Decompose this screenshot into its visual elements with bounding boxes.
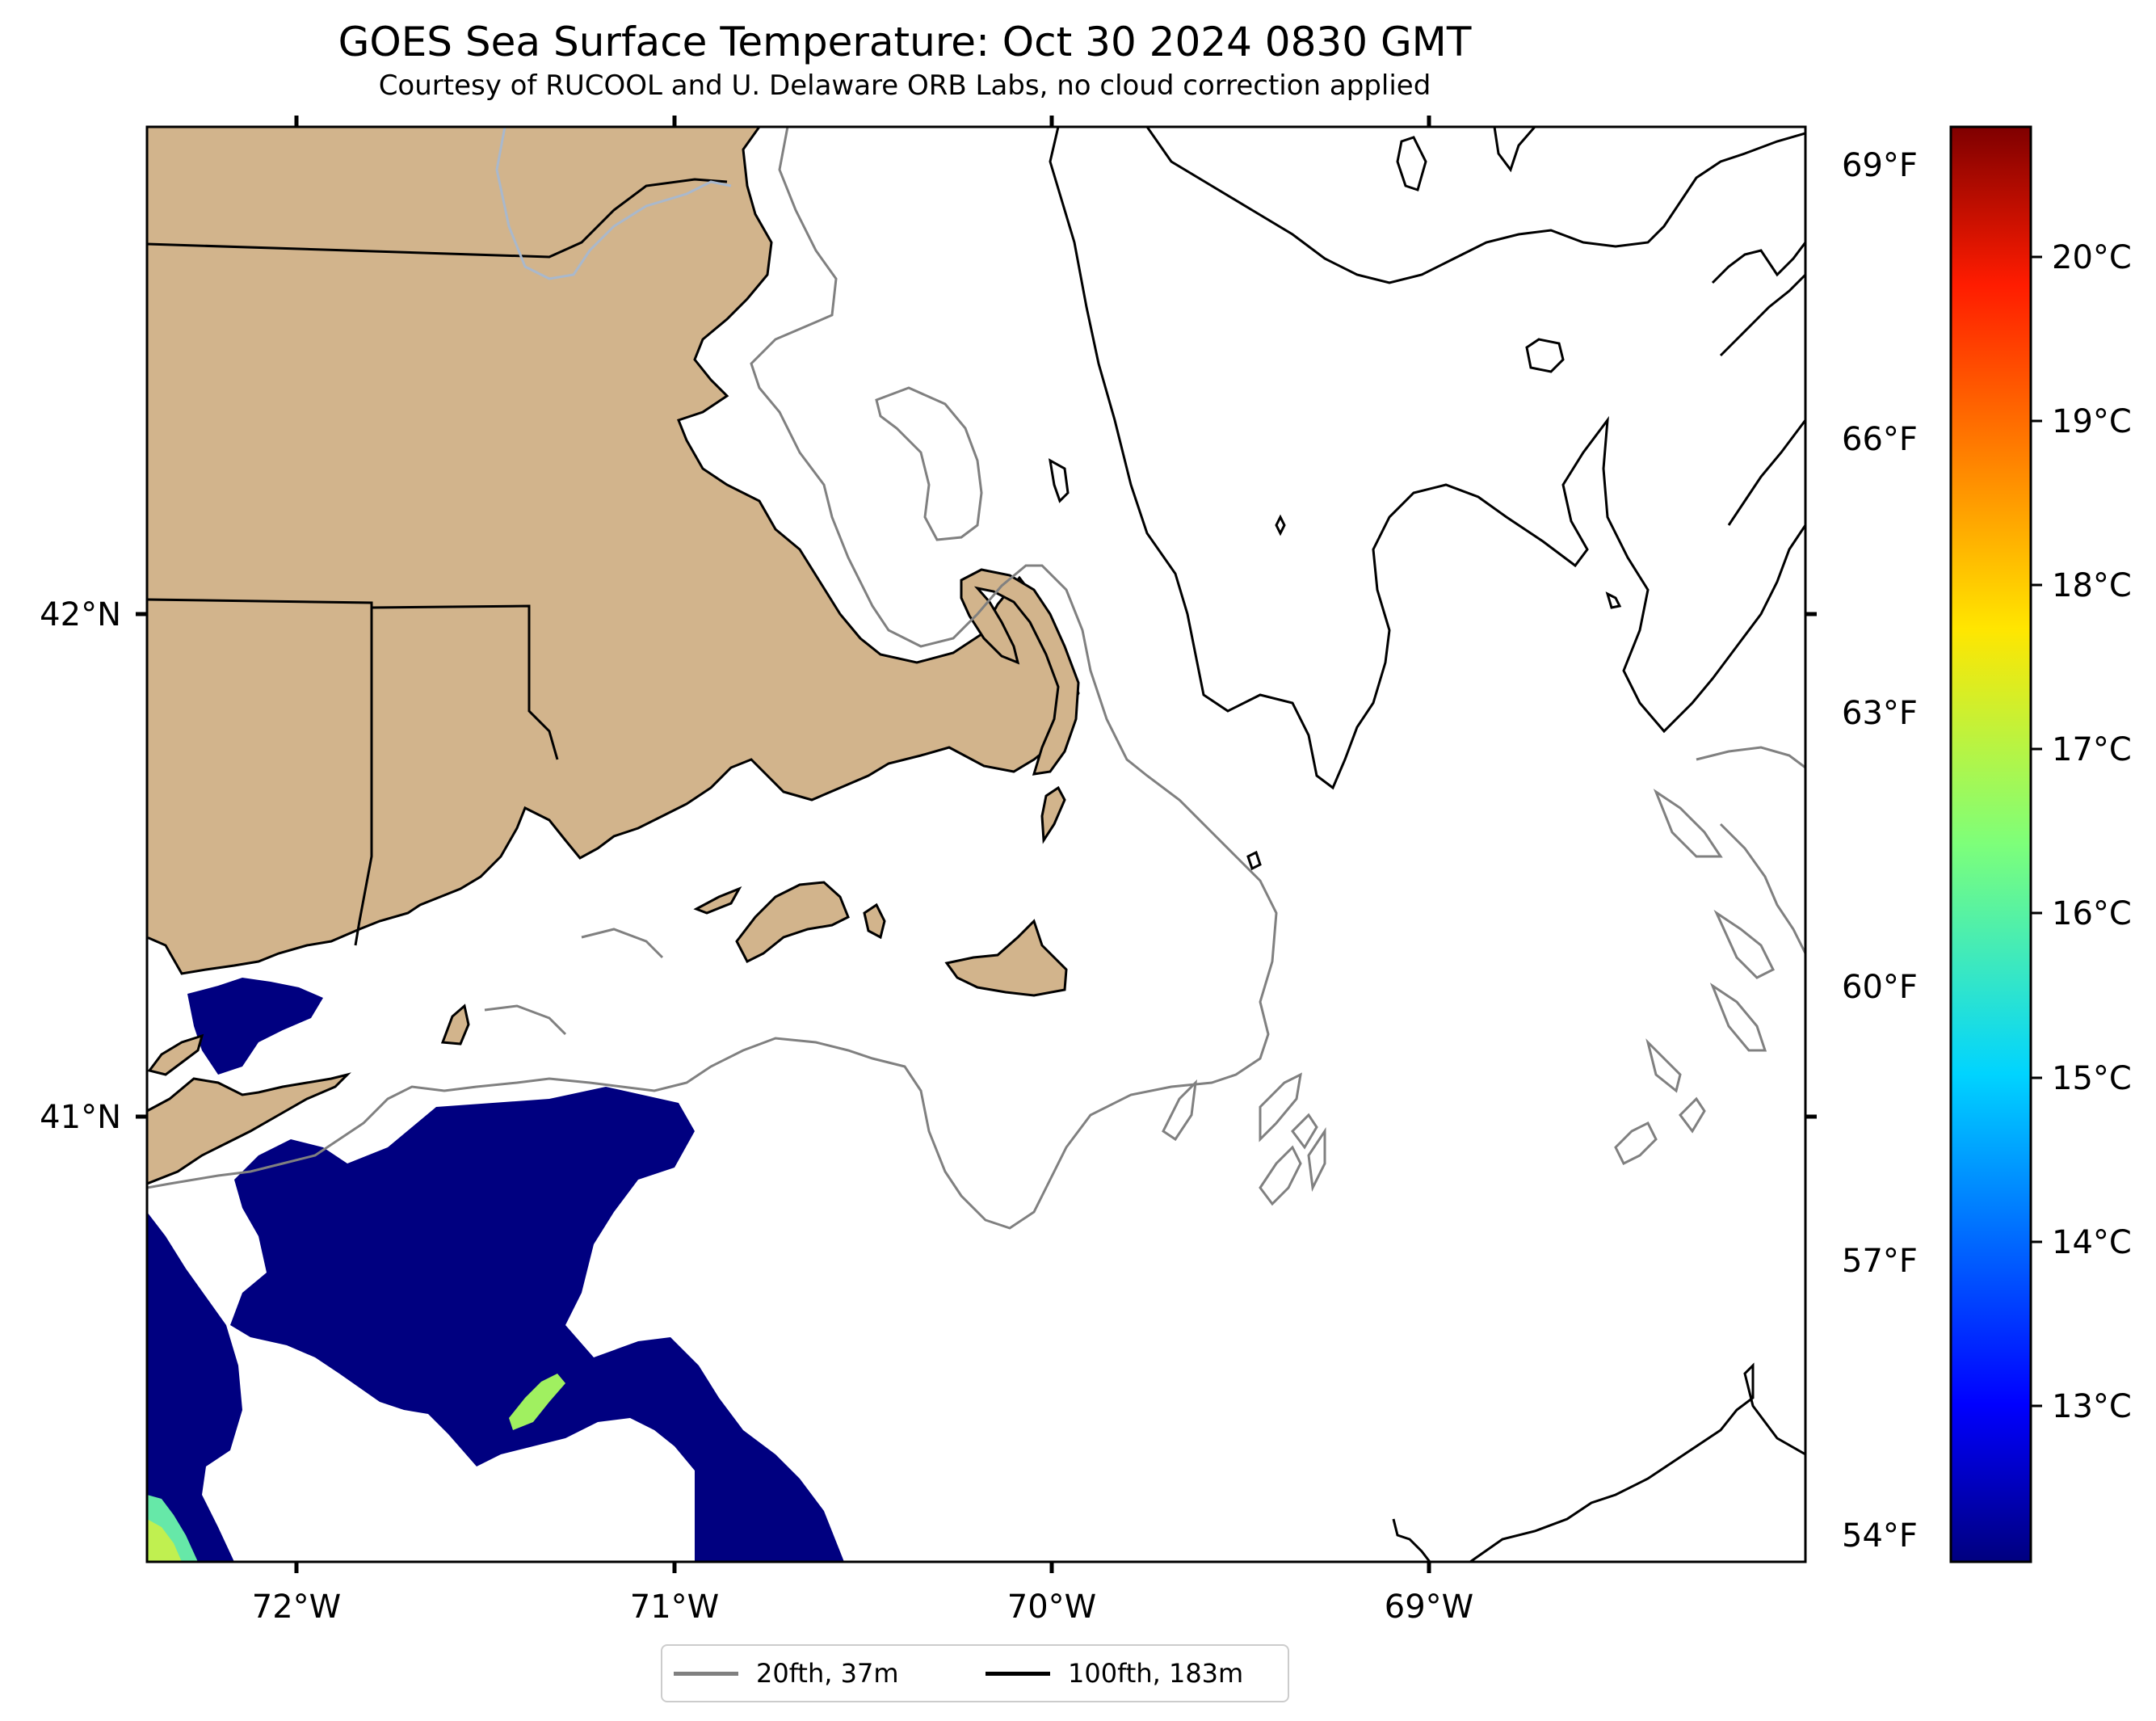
legend-gray-line-icon (674, 1671, 738, 1676)
fahrenheit-scale: 69°F 66°F 63°F 60°F 57°F 54°F (1842, 147, 1918, 1555)
monomoy (1040, 785, 1066, 844)
lon-label-70w: 70°W (1007, 1588, 1096, 1626)
latitude-axis-labels: 42°N 41°N (40, 596, 121, 1136)
map-ticks (136, 116, 1817, 1573)
contour-20-fathom (147, 127, 1805, 1230)
contour-100-fathom (1049, 127, 1805, 1562)
new-england-land (147, 127, 1080, 975)
contour-legend: 20fth, 37m 100fth, 183m (661, 1644, 1289, 1702)
fahrenheit-label-60: 60°F (1842, 969, 1918, 1006)
fahrenheit-label-66: 66°F (1842, 421, 1918, 458)
legend-item-20fth: 20fth, 37m (674, 1646, 898, 1701)
celsius-scale: 20°C 19°C 18°C 17°C 16°C 15°C 14°C 13°C (2052, 239, 2132, 1425)
celsius-label-19: 19°C (2052, 403, 2132, 440)
tuckernuck (863, 903, 886, 940)
fahrenheit-label-54: 54°F (1842, 1517, 1918, 1555)
celsius-label-13: 13°C (2052, 1388, 2132, 1425)
fahrenheit-label-57: 57°F (1842, 1243, 1918, 1280)
lon-label-72w: 72°W (252, 1588, 341, 1626)
lon-label-69w: 69°W (1385, 1588, 1473, 1626)
celsius-label-14: 14°C (2052, 1224, 2132, 1261)
block-island (440, 1004, 470, 1046)
colorbar (1949, 125, 2032, 1563)
map-plot-area (147, 127, 1805, 1562)
merrimack-river (495, 127, 732, 280)
lat-label-41n: 41°N (40, 1099, 121, 1136)
celsius-label-18: 18°C (2052, 567, 2132, 604)
lat-label-42n: 42°N (40, 596, 121, 633)
legend-item-100fth: 100fth, 183m (986, 1646, 1243, 1701)
celsius-label-20: 20°C (2052, 239, 2132, 276)
legend-label-20fth: 20fth, 37m (756, 1658, 899, 1689)
celsius-label-17: 17°C (2052, 731, 2132, 768)
state-boundaries (147, 178, 728, 946)
long-island-north-fork (147, 1033, 204, 1076)
fahrenheit-label-69: 69°F (1842, 147, 1918, 184)
celsius-label-16: 16°C (2052, 895, 2132, 932)
longitude-axis-labels: 72°W 71°W 70°W 69°W (252, 1588, 1473, 1626)
cape-cod (960, 568, 1080, 776)
legend-label-100fth: 100fth, 183m (1068, 1658, 1244, 1689)
map-title: GOES Sea Surface Temperature: Oct 30 202… (338, 19, 1472, 65)
lon-label-71w: 71°W (630, 1588, 719, 1626)
legend-black-line-icon (986, 1671, 1050, 1676)
colorbar-ticks (2031, 255, 2042, 1408)
marthas-vineyard (735, 881, 850, 964)
nantucket (944, 919, 1068, 997)
sst-cold-patches (147, 978, 844, 1562)
celsius-label-15: 15°C (2052, 1060, 2132, 1097)
map-frame (145, 125, 1807, 1563)
sst-warm-patches (147, 1374, 565, 1562)
elizabeth-islands (693, 886, 742, 915)
map-subtitle: Courtesy of RUCOOL and U. Delaware ORB L… (378, 69, 1431, 102)
fahrenheit-label-63: 63°F (1842, 695, 1918, 732)
long-island (147, 1072, 351, 1185)
